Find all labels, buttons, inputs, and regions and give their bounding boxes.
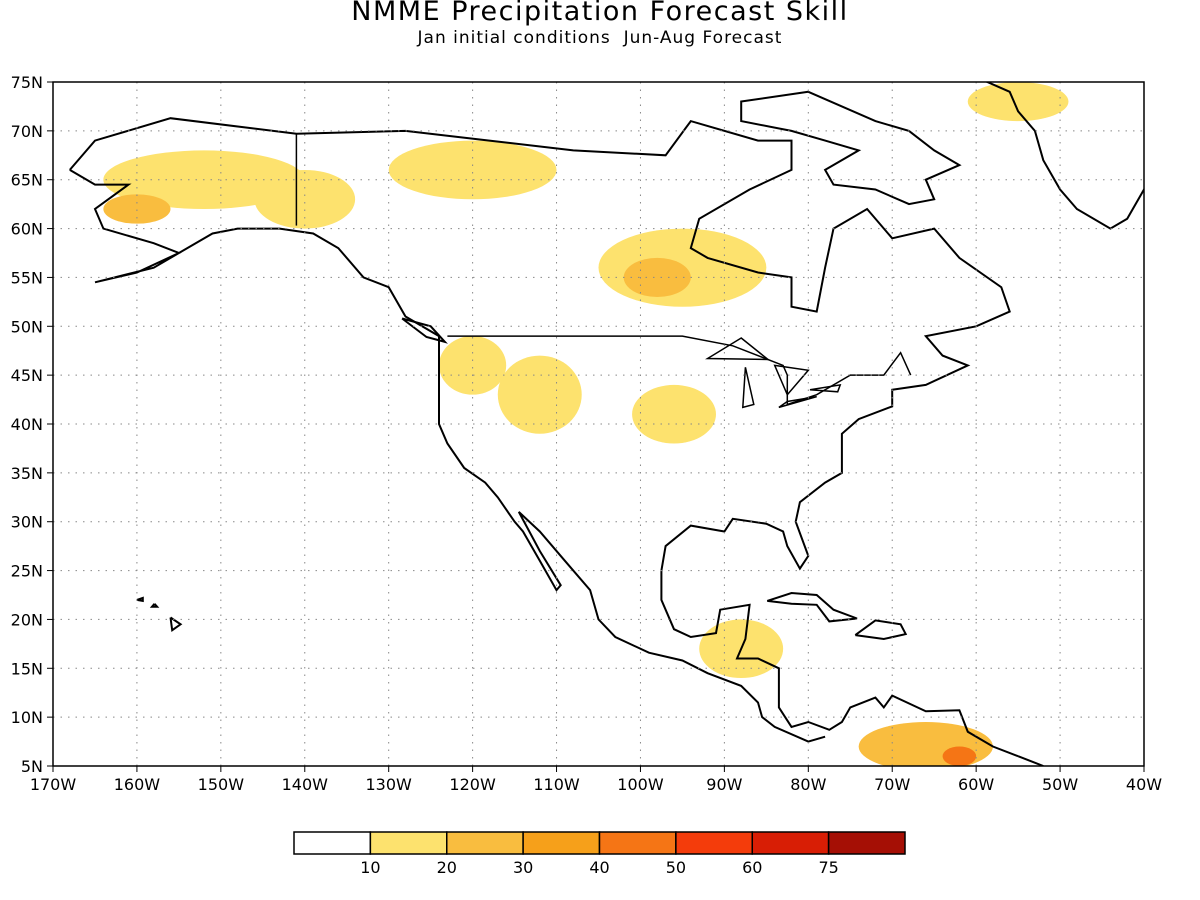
great-lake-0 (705, 337, 771, 361)
colorbar-label: 10 (360, 858, 380, 877)
coastline-7 (136, 596, 144, 603)
skill-region-2 (254, 169, 356, 229)
skill-region-7 (497, 355, 582, 434)
colorbar-swatch-6 (751, 831, 830, 855)
lat-tick-label: 55N (11, 268, 43, 287)
lat-tick-label: 35N (11, 464, 43, 483)
lat-tick-label: 75N (11, 73, 43, 92)
colorbar-label: 30 (513, 858, 533, 877)
colorbar-label: 50 (666, 858, 686, 877)
lon-tick-label: 130W (366, 775, 413, 794)
great-lake-4 (809, 383, 842, 393)
skill-region-11 (942, 746, 977, 766)
skill-region-6 (439, 336, 507, 395)
coastline-9 (169, 616, 183, 632)
great-lake-1 (741, 367, 755, 409)
colorbar-swatch-1 (369, 831, 448, 855)
lon-tick-label: 40W (1126, 775, 1162, 794)
lon-tick-label: 90W (706, 775, 742, 794)
lon-tick-label: 170W (30, 775, 77, 794)
skill-region-12 (967, 82, 1069, 122)
colorbar-swatch-3 (522, 831, 601, 855)
colorbar-label: 20 (437, 858, 457, 877)
lat-tick-label: 65N (11, 171, 43, 190)
colorbar-swatch-0 (293, 831, 372, 855)
lon-tick-label: 50W (1042, 775, 1078, 794)
map-title: NMME Precipitation Forecast Skill (351, 0, 849, 27)
colorbar: 10 20 30 40 50 60 75 (293, 831, 906, 877)
lat-tick-label: 5N (21, 757, 43, 776)
lat-tick-label: 10N (11, 708, 43, 727)
colorbar-swatch-5 (675, 831, 753, 855)
great-lake-2 (773, 364, 810, 397)
lon-tick-label: 60W (958, 775, 994, 794)
lat-tick-label: 40N (11, 415, 43, 434)
lon-tick-label: 110W (533, 775, 580, 794)
gridlines (47, 81, 1145, 772)
lat-tick-label: 30N (11, 513, 43, 532)
map-frame (52, 81, 1145, 767)
coastline-1 (69, 169, 826, 743)
lat-tick-label: 15N (11, 659, 43, 678)
lat-tick-label: 50N (11, 317, 43, 336)
latitude-axis: 75N 70N 65N 60N 55N 50N 45N 40N 35N 30N 25N 20N 15N 1… (11, 73, 43, 776)
lat-tick-label: 20N (11, 610, 43, 629)
great-lake-3 (778, 395, 817, 409)
coastline-10 (401, 317, 448, 344)
lon-tick-label: 160W (114, 775, 161, 794)
map-subtitle: Jan initial conditions Jun-Aug Forecast (417, 28, 783, 48)
colorbar-label: 60 (742, 858, 762, 877)
coastline-layer (69, 82, 1144, 766)
lon-tick-label: 100W (617, 775, 664, 794)
skill-region-8 (632, 384, 716, 444)
longitude-axis: 170W 160W 150W 140W 130W 120W 110W 100W 90W 80W 70… (30, 775, 1162, 794)
skill-region-5 (623, 257, 691, 297)
colorbar-swatch-4 (598, 831, 677, 855)
skill-shading-layer (103, 82, 1069, 766)
lon-tick-label: 140W (282, 775, 329, 794)
skill-region-3 (388, 140, 557, 200)
coastline-0 (69, 117, 1019, 758)
political-border-1 (447, 335, 912, 406)
lon-tick-label: 70W (874, 775, 910, 794)
colorbar-swatch-2 (446, 831, 524, 855)
lon-tick-label: 120W (449, 775, 496, 794)
coastline-2 (1017, 755, 1044, 766)
colorbar-swatch-7 (827, 831, 906, 855)
colorbar-label: 75 (818, 858, 838, 877)
lat-tick-label: 45N (11, 366, 43, 385)
lon-tick-label: 150W (198, 775, 245, 794)
lat-tick-label: 60N (11, 220, 43, 239)
coastline-8 (149, 603, 160, 608)
coastline-4 (740, 90, 962, 206)
skill-region-1 (103, 194, 171, 224)
coastline-5 (766, 591, 858, 623)
colorbar-label: 40 (589, 858, 609, 877)
skill-region-10 (858, 722, 993, 766)
lon-tick-label: 80W (790, 775, 826, 794)
coastline-3 (984, 82, 1144, 230)
lat-tick-label: 70N (11, 122, 43, 141)
coastline-6 (854, 619, 908, 641)
lat-tick-label: 25N (11, 562, 43, 581)
